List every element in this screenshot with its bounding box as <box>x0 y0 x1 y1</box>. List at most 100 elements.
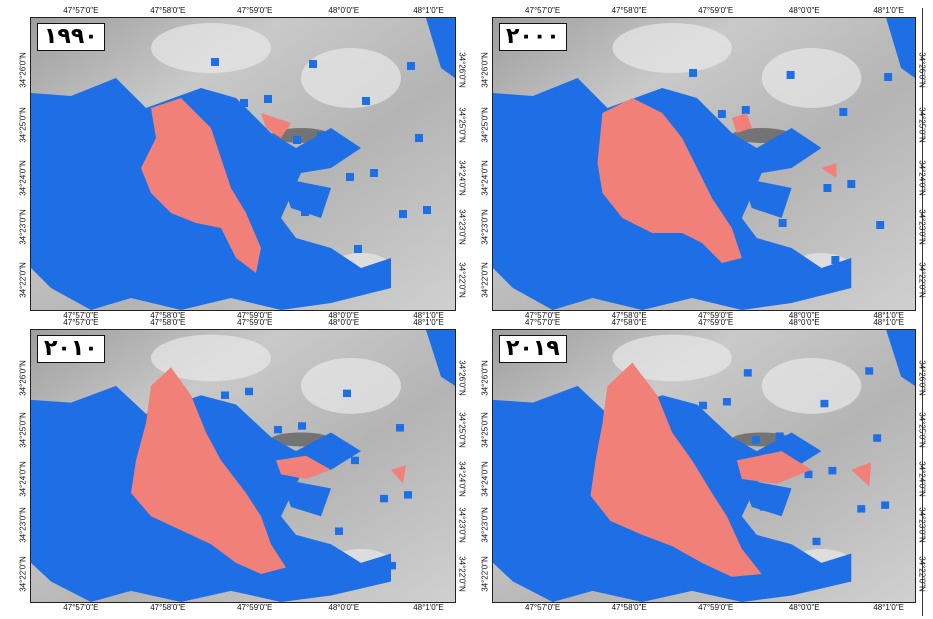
longitude-tick-bottom: 47°58'0"E <box>611 311 647 320</box>
latitude-tick-left: 34°23'0"N <box>18 507 28 543</box>
map-frame: ۲۰۰۰ <box>492 17 916 311</box>
water-pixel <box>828 466 837 475</box>
water-pixel <box>884 73 893 81</box>
urban-area <box>821 163 837 178</box>
urban-area <box>851 462 872 487</box>
longitude-tick-top: 47°58'0"E <box>611 6 647 15</box>
water-pixel <box>309 60 317 68</box>
latitude-tick-right: 34°25'0"N <box>457 411 467 448</box>
water-pixel <box>264 95 272 103</box>
latitude-tick-left: 34°22'0"N <box>18 556 28 592</box>
latitude-tick-left: 34°26'0"N <box>18 51 28 88</box>
water-pixel <box>404 491 412 499</box>
water-area <box>886 18 915 78</box>
longitude-tick-top: 47°57'0"E <box>525 318 561 327</box>
year-label: ۲۰۱۹ <box>499 335 567 363</box>
map-frame: ۲۰۱۰ <box>30 329 456 603</box>
water-pixel <box>354 245 362 253</box>
water-pixel <box>399 210 407 218</box>
urban-area <box>590 362 762 577</box>
water-pixel <box>857 505 866 513</box>
relief-highlight <box>151 23 271 73</box>
relief-highlight <box>761 48 862 108</box>
water-pixel <box>221 391 229 399</box>
latitude-tick-left: 34°24'0"N <box>18 460 28 497</box>
longitude-tick-bottom: 47°58'0"E <box>150 311 186 320</box>
longitude-tick-top: 47°58'0"E <box>150 6 186 15</box>
water-pixel <box>327 460 335 468</box>
urban-area <box>731 113 752 133</box>
latitude-tick-right: 34°24'0"N <box>917 159 927 196</box>
latitude-tick-right: 34°23'0"N <box>917 507 927 543</box>
latitude-tick-right: 34°23'0"N <box>917 209 927 246</box>
water-pixel <box>351 456 359 465</box>
water-pixel <box>388 561 396 570</box>
water-pixel <box>767 570 776 578</box>
water-pixel <box>282 493 290 501</box>
longitude-tick-bottom: 48°1'0"E <box>413 603 444 612</box>
water-pixel <box>343 389 351 398</box>
longitude-tick-bottom: 48°1'0"E <box>413 311 444 320</box>
urban-area <box>276 455 331 480</box>
water-pixel <box>415 134 423 142</box>
latitude-tick-left: 34°22'0"N <box>480 262 490 298</box>
longitude-tick-bottom: 48°0'0"E <box>328 603 360 612</box>
water-pixel <box>407 62 415 70</box>
longitude-tick-bottom: 48°0'0"E <box>328 311 360 320</box>
water-pixel <box>775 432 784 440</box>
water-pixel <box>706 468 715 477</box>
longitude-tick-bottom: 47°59'0"E <box>237 311 273 320</box>
urban-area <box>131 367 286 575</box>
urban-area <box>261 113 291 138</box>
longitude-tick-top: 48°0'0"E <box>788 6 820 15</box>
water-pixel <box>786 71 795 79</box>
latitude-tick-left: 34°25'0"N <box>18 107 28 143</box>
latitude-tick-right: 34°25'0"N <box>917 411 927 448</box>
water-area <box>493 138 623 268</box>
longitude-tick-top: 47°57'0"E <box>525 6 561 15</box>
water-pixel <box>804 470 813 479</box>
latitude-tick-left: 34°25'0"N <box>480 411 490 448</box>
water-pixel <box>751 436 760 444</box>
longitude-tick-bottom: 47°58'0"E <box>611 603 647 612</box>
water-pixel <box>211 58 219 66</box>
water-area <box>31 138 161 268</box>
latitude-tick-right: 34°26'0"N <box>917 360 927 396</box>
water-pixel <box>335 527 343 535</box>
latitude-tick-right: 34°24'0"N <box>457 460 467 497</box>
water-pixel <box>699 401 707 410</box>
longitude-tick-bottom: 47°57'0"E <box>63 603 99 612</box>
water-pixel <box>876 221 885 229</box>
water-pixel <box>743 369 752 377</box>
water-pixel <box>823 184 832 192</box>
relief-highlight <box>612 334 732 382</box>
water-pixel <box>812 537 821 546</box>
longitude-tick-top: 48°1'0"E <box>873 318 905 327</box>
longitude-tick-top: 47°59'0"E <box>237 6 273 15</box>
urban-area <box>141 98 261 273</box>
water-pixel <box>709 258 718 266</box>
water-pixel <box>722 398 731 406</box>
water-pixel <box>293 136 301 144</box>
latitude-tick-left: 34°22'0"N <box>480 556 490 592</box>
water-pixel <box>831 256 840 264</box>
longitude-tick-top: 47°58'0"E <box>150 318 186 327</box>
water-pixel <box>778 219 787 227</box>
longitude-tick-top: 47°57'0"E <box>63 6 99 15</box>
longitude-tick-bottom: 47°57'0"E <box>525 603 561 612</box>
urban-area <box>597 98 742 263</box>
water-area <box>741 178 792 218</box>
water-pixel <box>741 106 750 114</box>
water-area <box>426 330 455 386</box>
latitude-tick-left: 34°24'0"N <box>480 159 490 196</box>
water-pixel <box>290 560 298 568</box>
latitude-tick-right: 34°22'0"N <box>917 262 927 298</box>
water-pixel <box>873 434 882 442</box>
longitude-tick-bottom: 47°59'0"E <box>698 311 734 320</box>
longitude-tick-top: 48°1'0"E <box>873 6 905 15</box>
longitude-tick-top: 48°1'0"E <box>413 6 444 15</box>
water-area <box>281 479 331 517</box>
water-area <box>741 479 792 517</box>
latitude-tick-left: 34°22'0"N <box>18 262 28 298</box>
